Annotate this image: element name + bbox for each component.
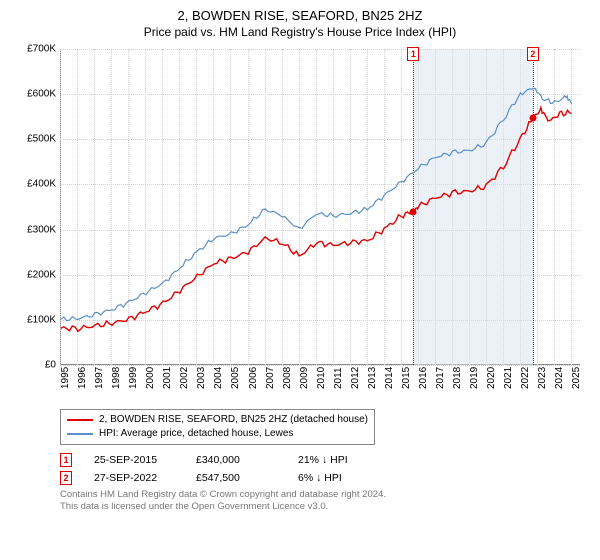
sale-marker: 2 — [60, 471, 72, 485]
legend-swatch-red — [67, 419, 93, 421]
chart-area: £0£100K£200K£300K£400K£500K£600K£700K199… — [12, 45, 588, 405]
series-line — [61, 89, 572, 321]
sale-pct: 6% ↓ HPI — [298, 472, 378, 484]
sale-price: £340,000 — [196, 454, 276, 466]
chart-title: 2, BOWDEN RISE, SEAFORD, BN25 2HZ — [12, 8, 588, 23]
y-tick-label: £500K — [27, 134, 60, 145]
sale-point — [410, 208, 417, 215]
sale-point — [529, 114, 536, 121]
down-arrow-icon: ↓ — [322, 454, 327, 466]
legend-label: 2, BOWDEN RISE, SEAFORD, BN25 2HZ (detac… — [99, 413, 368, 427]
legend-item: HPI: Average price, detached house, Lewe… — [67, 427, 368, 441]
chart-container: 2, BOWDEN RISE, SEAFORD, BN25 2HZ Price … — [0, 0, 600, 560]
y-tick-label: £700K — [27, 44, 60, 55]
down-arrow-icon: ↓ — [316, 472, 321, 484]
chart-subtitle: Price paid vs. HM Land Registry's House … — [12, 25, 588, 39]
x-tick-label: 2025 — [571, 367, 600, 389]
y-tick-label: £400K — [27, 179, 60, 190]
y-tick-label: £100K — [27, 314, 60, 325]
event-marker: 1 — [407, 47, 419, 61]
y-tick-label: £600K — [27, 89, 60, 100]
sale-price: £547,500 — [196, 472, 276, 484]
event-marker: 2 — [527, 47, 539, 61]
footer-line: Contains HM Land Registry data © Crown c… — [60, 489, 588, 501]
legend-item: 2, BOWDEN RISE, SEAFORD, BN25 2HZ (detac… — [67, 413, 368, 427]
sales-row: 2 27-SEP-2022 £547,500 6% ↓ HPI — [60, 471, 588, 485]
footer-line: This data is licensed under the Open Gov… — [60, 501, 588, 513]
y-tick-label: £200K — [27, 269, 60, 280]
sale-date: 25-SEP-2015 — [94, 454, 174, 466]
sale-marker: 1 — [60, 453, 72, 467]
y-tick-label: £0 — [45, 360, 60, 371]
sales-row: 1 25-SEP-2015 £340,000 21% ↓ HPI — [60, 453, 588, 467]
footer-attribution: Contains HM Land Registry data © Crown c… — [60, 489, 588, 513]
sales-table: 1 25-SEP-2015 £340,000 21% ↓ HPI 2 27-SE… — [60, 453, 588, 485]
y-tick-label: £300K — [27, 224, 60, 235]
legend: 2, BOWDEN RISE, SEAFORD, BN25 2HZ (detac… — [60, 409, 375, 445]
legend-swatch-blue — [67, 433, 93, 435]
line-series — [61, 49, 580, 364]
sale-pct: 21% ↓ HPI — [298, 454, 378, 466]
sale-date: 27-SEP-2022 — [94, 472, 174, 484]
plot-region — [60, 49, 580, 365]
legend-label: HPI: Average price, detached house, Lewe… — [99, 427, 293, 441]
